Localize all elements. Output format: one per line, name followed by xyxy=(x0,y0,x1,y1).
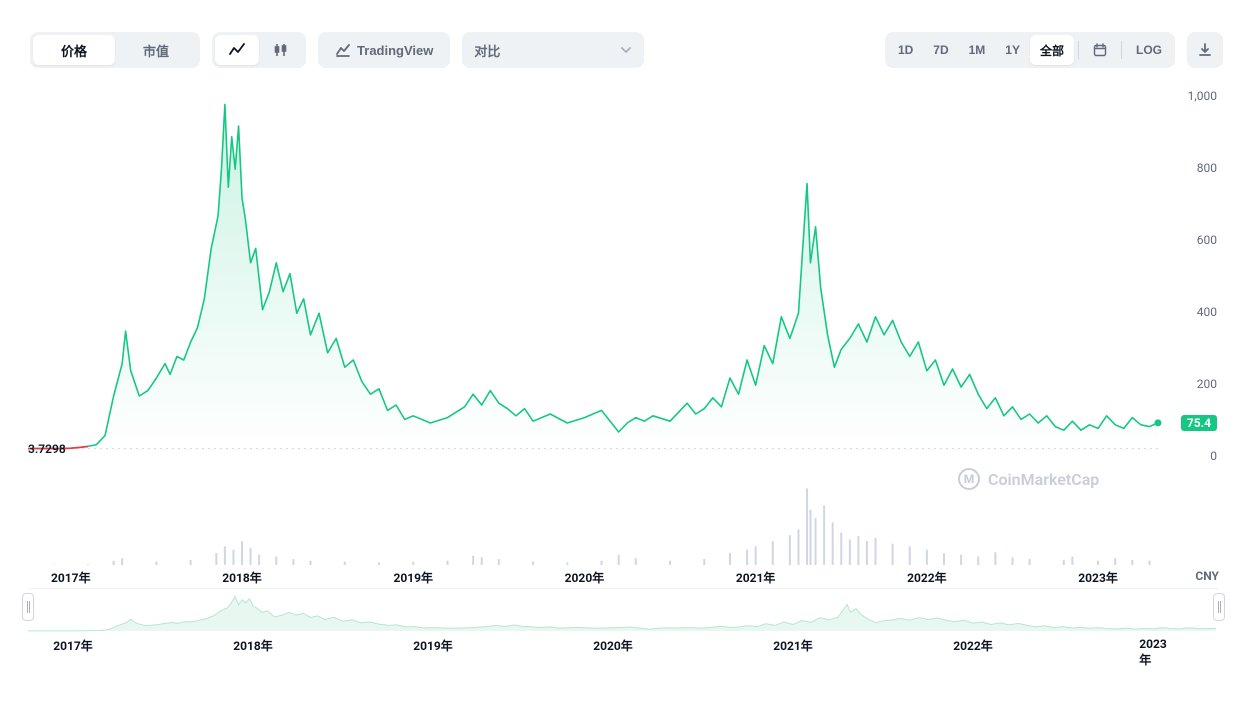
scale-toggle-button[interactable]: LOG xyxy=(1126,35,1172,65)
chart-type-candle-button[interactable] xyxy=(259,35,303,65)
y-axis-labels: 02004006008001,000 xyxy=(1169,86,1217,446)
download-button[interactable] xyxy=(1187,32,1223,68)
brush-x-tick-label: 2023年 xyxy=(1139,637,1167,668)
mode-segmented-control: 价格 市值 xyxy=(30,32,200,68)
x-tick-label: 2019年 xyxy=(393,569,433,586)
range-1d[interactable]: 1D xyxy=(888,35,923,65)
x-tick-label: 2018年 xyxy=(222,569,262,586)
x-tick-label: 2022年 xyxy=(907,569,947,586)
current-price-badge: 75.4 xyxy=(1181,415,1217,431)
y-tick-label: 200 xyxy=(1197,377,1217,391)
tv-icon xyxy=(335,42,351,58)
brush-x-tick-label: 2020年 xyxy=(593,637,633,654)
toolbar-divider xyxy=(1121,41,1122,59)
line-icon xyxy=(229,42,245,58)
compare-dropdown[interactable]: 对比 xyxy=(462,32,644,68)
chart-svg xyxy=(28,80,1218,580)
brush-x-tick-label: 2018年 xyxy=(233,637,273,654)
x-tick-label: 2021年 xyxy=(736,569,776,586)
brush-svg xyxy=(28,589,1218,635)
mode-tab-price[interactable]: 价格 xyxy=(33,35,115,65)
range-7d[interactable]: 7D xyxy=(923,35,958,65)
brush-handle-left[interactable] xyxy=(22,593,34,621)
download-icon xyxy=(1197,42,1213,58)
tradingview-label: TradingView xyxy=(357,43,433,58)
brush-x-tick-label: 2021年 xyxy=(773,637,813,654)
brush-x-tick-label: 2017年 xyxy=(53,637,93,654)
date-picker-button[interactable] xyxy=(1083,35,1117,65)
candlestick-icon xyxy=(273,42,289,58)
y-tick-label: 600 xyxy=(1197,233,1217,247)
brush-navigator[interactable]: 2017年2018年2019年2020年2021年2022年2023年 xyxy=(28,588,1219,660)
y-tick-label: 1,000 xyxy=(1188,89,1217,103)
brush-x-tick-label: 2019年 xyxy=(413,637,453,654)
chart-type-segmented-control xyxy=(212,32,306,68)
tradingview-button[interactable]: TradingView xyxy=(321,35,447,65)
calendar-icon xyxy=(1093,43,1107,57)
y-tick-label: 800 xyxy=(1197,161,1217,175)
x-tick-label: 2020年 xyxy=(565,569,605,586)
baseline-value-label: 3.7298 xyxy=(28,442,66,456)
chart-toolbar: 价格 市值 TradingView 对比 1D 7D xyxy=(0,0,1243,80)
mode-tab-mcap[interactable]: 市值 xyxy=(115,35,197,65)
chevron-down-icon xyxy=(620,44,632,56)
y-tick-label: 0 xyxy=(1210,449,1217,463)
y-tick-label: 400 xyxy=(1197,305,1217,319)
brush-x-axis-labels: 2017年2018年2019年2020年2021年2022年2023年 xyxy=(28,637,1169,657)
brush-handle-right[interactable] xyxy=(1213,593,1225,621)
chart-type-line-button[interactable] xyxy=(215,35,259,65)
x-axis-labels: 2017年 2018年 2019年 2020年 2021年 2022年 2023年 xyxy=(28,569,1169,589)
price-chart[interactable]: 02004006008001,000 3.7298 75.4 2017年2018… xyxy=(28,80,1219,580)
currency-label: CNY xyxy=(1195,569,1219,583)
range-all[interactable]: 全部 xyxy=(1030,35,1074,65)
x-tick-label: 2017年 xyxy=(51,569,91,586)
watermark-icon: M xyxy=(958,468,980,490)
tradingview-button-group: TradingView xyxy=(318,32,450,68)
watermark-text: CoinMarketCap xyxy=(988,470,1099,489)
watermark: M CoinMarketCap xyxy=(958,468,1099,490)
x-tick-label: 2023年 xyxy=(1078,569,1118,586)
range-1y[interactable]: 1Y xyxy=(995,35,1030,65)
range-segmented-control: 1D 7D 1M 1Y 全部 LOG xyxy=(885,32,1175,68)
range-1m[interactable]: 1M xyxy=(959,35,996,65)
brush-x-tick-label: 2022年 xyxy=(953,637,993,654)
compare-label: 对比 xyxy=(474,41,500,60)
toolbar-divider xyxy=(1078,41,1079,59)
